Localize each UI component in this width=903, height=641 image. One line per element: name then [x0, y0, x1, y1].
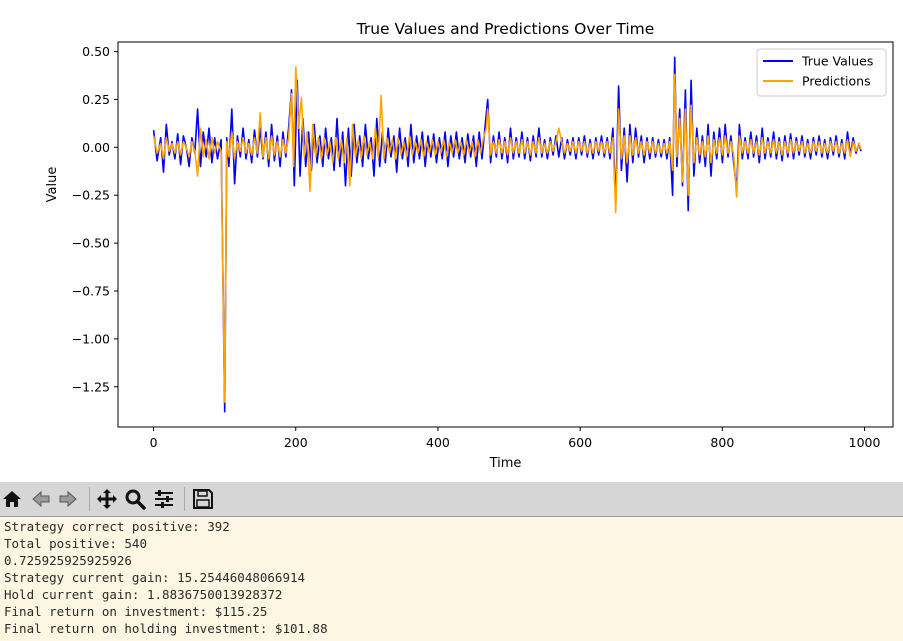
series-line-predictions	[152, 66, 862, 403]
console-line: Total positive: 540	[4, 536, 147, 551]
x-tick-label: 400	[426, 435, 450, 450]
y-tick-label: −0.50	[72, 236, 110, 251]
y-tick-label: 0.00	[82, 140, 110, 155]
save-icon[interactable]	[191, 487, 215, 511]
console-line: Final return on holding investment: $101…	[4, 621, 328, 636]
console-line: Hold current gain: 1.8836750013928372	[4, 587, 283, 602]
chart-figure: 0 200 400 600 800 1000 0.50 0.25 0.00 −0.25 −0.50 −…	[45, 20, 894, 471]
legend: True Values Predictions	[756, 48, 887, 97]
legend-entry: Predictions	[802, 74, 871, 89]
forward-icon[interactable]	[56, 487, 80, 511]
x-tick-label: 600	[568, 435, 592, 450]
console-line: Strategy current gain: 15.25446048066914	[4, 570, 306, 585]
x-tick-label: 1000	[849, 435, 881, 450]
y-tick-label: −0.75	[72, 284, 110, 299]
console-line: Final return on investment: $115.25	[4, 604, 268, 619]
x-tick-label: 0	[150, 435, 158, 450]
console-output: Strategy correct positive: 392 Total pos…	[0, 517, 903, 641]
console-line: 0.725925925925926	[4, 553, 132, 568]
y-axis-label: Value	[45, 167, 60, 203]
chart-title: True Values and Predictions Over Time	[356, 20, 655, 38]
legend-entry: True Values	[801, 54, 873, 69]
x-axis-label: Time	[489, 456, 522, 471]
home-icon[interactable]	[0, 487, 24, 511]
plot-area	[117, 41, 894, 428]
y-tick-label: −0.25	[72, 188, 110, 203]
pan-icon[interactable]	[95, 487, 119, 511]
back-icon[interactable]	[29, 487, 53, 511]
y-tick-label: 0.25	[82, 92, 110, 107]
x-tick-label: 800	[710, 435, 734, 450]
y-tick-label: −1.25	[72, 379, 110, 394]
y-tick-label: −1.00	[72, 331, 110, 346]
plot-toolbar	[0, 482, 903, 517]
line-chart: 0 200 400 600 800 1000 0.50 0.25 0.00 −0.25 −0.50 −…	[45, 20, 894, 471]
y-tick-label: 0.50	[82, 44, 110, 59]
console-line: Strategy correct positive: 392	[4, 519, 230, 534]
x-tick-label: 200	[284, 435, 308, 450]
configure-subplots-icon[interactable]	[152, 487, 176, 511]
zoom-icon[interactable]	[123, 487, 147, 511]
toolbar-separator	[184, 487, 185, 511]
toolbar-separator	[89, 487, 90, 511]
